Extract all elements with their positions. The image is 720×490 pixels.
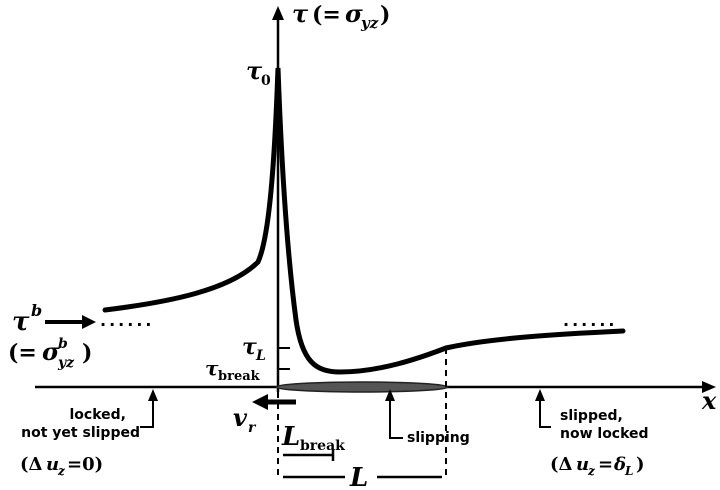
- locked-condition: (Δ u z =0): [20, 454, 103, 478]
- L-label: L: [349, 463, 368, 490]
- svg-text:(Δ: (Δ: [20, 454, 43, 475]
- slipping-pointer: [389, 398, 403, 439]
- svg-text:v: v: [233, 403, 248, 432]
- rupture-velocity-label: v r: [233, 403, 257, 436]
- svg-text:u: u: [576, 454, 589, 475]
- x-axis-arrowhead: [702, 381, 716, 393]
- svg-text:0: 0: [261, 73, 271, 89]
- slipping-pointer-arrowhead: [385, 389, 395, 401]
- svg-text:r: r: [248, 420, 257, 436]
- svg-text:τ: τ: [292, 0, 309, 28]
- background-stress-arrowhead: [82, 315, 96, 329]
- svg-text:σ: σ: [345, 0, 363, 28]
- svg-text:yz: yz: [57, 355, 75, 371]
- tau-L-label: τ L: [242, 334, 266, 364]
- y-axis-label: τ (= σ yz ): [292, 0, 390, 32]
- x-axis-label: x: [701, 386, 717, 415]
- svg-text:z: z: [587, 464, 596, 478]
- svg-text:L: L: [255, 348, 266, 364]
- svg-text:(=: (=: [8, 340, 37, 366]
- svg-text:): ): [636, 454, 645, 475]
- svg-text:=0): =0): [67, 454, 103, 475]
- slipped-condition: (Δ u z = δ L ): [550, 454, 645, 478]
- svg-text:L: L: [281, 422, 300, 452]
- svg-text:σ: σ: [42, 337, 60, 366]
- svg-text:(=: (=: [312, 2, 341, 28]
- locked-label-line1: locked,: [70, 407, 127, 423]
- svg-text:(Δ: (Δ: [550, 454, 573, 475]
- svg-text:break: break: [218, 369, 261, 384]
- slipped-pointer-arrowhead: [535, 389, 545, 401]
- tau-break-label: τ break: [205, 356, 261, 384]
- tau-0-label: τ 0: [246, 56, 271, 89]
- svg-text:L: L: [624, 464, 633, 478]
- slipped-label-line2: now locked: [560, 426, 649, 442]
- L-break-label: L break: [281, 422, 345, 454]
- svg-text:τ: τ: [242, 334, 257, 360]
- svg-text:δ: δ: [613, 454, 626, 475]
- svg-text:b: b: [58, 336, 68, 352]
- svg-text:): ): [380, 2, 390, 28]
- slipped-label-line1: slipped,: [560, 408, 623, 424]
- svg-text:τ: τ: [12, 307, 30, 337]
- background-stress-label: τ b (= σ b yz ): [8, 301, 92, 371]
- slipped-pointer: [539, 398, 551, 428]
- svg-text:τ: τ: [205, 356, 219, 380]
- svg-text:τ: τ: [246, 56, 263, 85]
- slipping-label: slipping: [407, 430, 470, 446]
- svg-text:=: =: [598, 454, 613, 475]
- dots-left: ......: [100, 311, 154, 330]
- rupture-velocity-arrowhead: [252, 394, 268, 410]
- locked-pointer: [140, 398, 154, 428]
- svg-text:z: z: [57, 464, 66, 478]
- svg-text:break: break: [300, 438, 345, 454]
- y-axis-arrowhead: [272, 6, 284, 20]
- svg-text:u: u: [46, 454, 59, 475]
- locked-label-line2: not yet slipped: [21, 425, 140, 441]
- svg-text:b: b: [31, 301, 42, 320]
- dots-right: ......: [563, 311, 617, 330]
- locked-pointer-arrowhead: [148, 389, 158, 401]
- svg-text:): ): [82, 340, 92, 366]
- svg-text:yz: yz: [360, 14, 379, 32]
- slip-zone: [275, 381, 449, 393]
- stress-curve: [102, 67, 626, 375]
